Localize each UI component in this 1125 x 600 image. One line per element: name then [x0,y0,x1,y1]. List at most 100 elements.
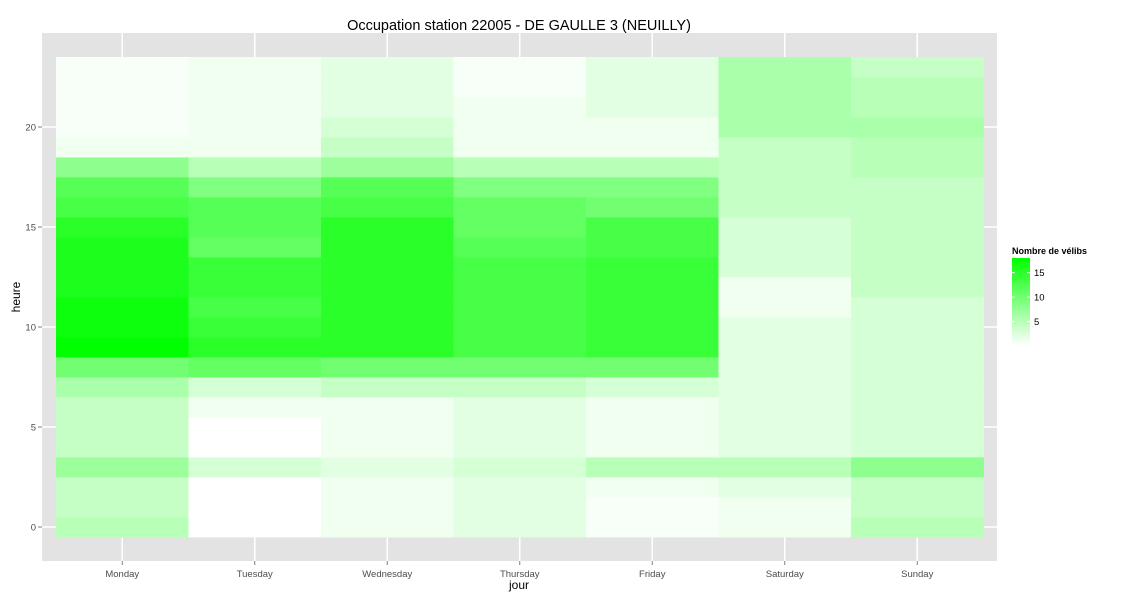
heatmap-cell [56,177,189,198]
heatmap-cell [718,197,852,218]
heatmap-cell [188,337,322,358]
heatmap-cell [851,497,984,518]
legend-colorbar [1012,258,1030,346]
heatmap-cell [321,477,454,498]
heatmap-cell [453,97,587,118]
heatmap-cell [56,57,189,78]
heatmap-cell [321,97,454,118]
heatmap-cell [718,277,852,298]
heatmap-cell [586,357,719,378]
heatmap-cell [586,197,719,218]
heatmap-cell [718,157,852,178]
heatmap-cell [718,97,852,118]
heatmap-cell [56,137,189,158]
heatmap-cell [188,97,322,118]
heatmap-cell [586,137,719,158]
heatmap-cell [851,317,984,338]
heatmap-cell [321,497,454,518]
heatmap-cell [453,337,587,358]
heatmap-cell [586,177,719,198]
heatmap-cell [188,137,322,158]
heatmap-cell [56,377,189,398]
heatmap-cell [453,477,587,498]
x-tick-label: Sunday [901,569,933,580]
heatmap-cell [453,197,587,218]
heatmap-cell [453,57,587,78]
heatmap-cell [56,157,189,178]
heatmap-cell [718,57,852,78]
heatmap-cell [851,437,984,458]
heatmap-cell [718,77,852,98]
heatmap-cell [718,257,852,278]
heatmap-cell [453,217,587,238]
heatmap-cell [188,357,322,378]
heatmap-cell [56,477,189,498]
heatmap-cell [453,177,587,198]
heatmap-cell [718,517,852,538]
heatmap-cell [56,397,189,418]
heatmap-cell [851,237,984,258]
x-tick-label: Thursday [500,569,540,580]
heatmap-cell [851,57,984,78]
heatmap-cell [188,437,322,458]
heatmap-cell [453,157,587,178]
heatmap-cell [188,77,322,98]
heatmap-cell [586,237,719,258]
heatmap-cell [188,237,322,258]
heatmap-cell [851,337,984,358]
heatmap-cell [453,497,587,518]
heatmap-cell [851,417,984,438]
heatmap-cell [188,397,322,418]
heatmap-cell [321,417,454,438]
heatmap-cell [718,457,852,478]
heatmap-cell [56,77,189,98]
heatmap-cell [851,517,984,538]
heatmap-cell [56,517,189,538]
heatmap-cell [453,117,587,138]
heatmap-cell [321,437,454,458]
heatmap-cell [453,237,587,258]
heatmap-cell [188,297,322,318]
heatmap-cell [586,317,719,338]
heatmap-cell [56,357,189,378]
x-tick-label: Wednesday [362,569,412,580]
heatmap-cell [56,217,189,238]
heatmap-cell [586,497,719,518]
heatmap-cell [321,397,454,418]
heatmap-cell [586,117,719,138]
heatmap-cell [56,297,189,318]
heatmap-cell [453,397,587,418]
heatmap-cell [453,437,587,458]
heatmap-cell [586,517,719,538]
heatmap-cell [718,317,852,338]
heatmap-tiles [56,57,984,538]
heatmap-cell [586,377,719,398]
heatmap-cell [56,237,189,258]
heatmap-cell [188,157,322,178]
heatmap-cell [586,77,719,98]
heatmap-cell [453,77,587,98]
legend-tick-label: 5 [1034,317,1039,328]
heatmap-cell [586,397,719,418]
heatmap-cell [851,377,984,398]
heatmap-cell [851,257,984,278]
heatmap-cell [718,497,852,518]
heatmap-cell [453,277,587,298]
heatmap-cell [586,157,719,178]
heatmap-cell [321,277,454,298]
heatmap-cell [56,457,189,478]
heatmap-cell [586,57,719,78]
heatmap-cell [56,97,189,118]
heatmap-cell [321,457,454,478]
heatmap-cell [718,217,852,238]
heatmap-cell [188,177,322,198]
heatmap-cell [718,477,852,498]
heatmap-cell [718,337,852,358]
heatmap-cell [453,377,587,398]
heatmap-cell [851,137,984,158]
heatmap-cell [586,477,719,498]
heatmap-cell [851,177,984,198]
axes: Monday Tuesday Wednesday Thursday Friday Satu… [25,123,933,581]
heatmap-cell [321,217,454,238]
